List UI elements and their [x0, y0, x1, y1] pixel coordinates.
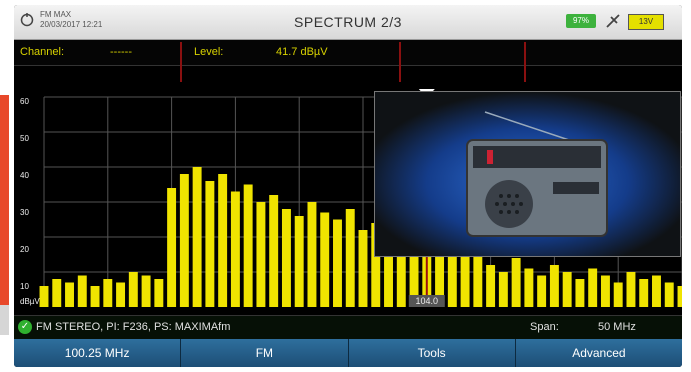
spectrum-bar	[384, 216, 393, 307]
divider	[180, 42, 182, 82]
spectrum-bar	[358, 230, 368, 307]
spectrum-bar	[588, 268, 598, 307]
band-softkey[interactable]: FM	[181, 339, 349, 367]
power-supply-indicator: 13V	[628, 14, 664, 30]
radio-icon	[375, 92, 680, 256]
spectrum-bar	[537, 275, 547, 307]
spectrum-bar	[549, 265, 559, 307]
spectrum-bar	[141, 275, 151, 307]
spectrum-bar	[77, 275, 87, 307]
spectrum-bar	[664, 282, 674, 307]
marker-label-bg	[408, 295, 445, 307]
spectrum-bar	[498, 272, 508, 307]
installation-name: FM MAX	[40, 10, 72, 19]
measurement-bar: Channel: ------ Level: 41.7 dBµV	[14, 40, 682, 82]
spectrum-bar	[473, 251, 483, 307]
plug-icon	[606, 14, 620, 28]
spectrum-bar	[600, 275, 610, 307]
radio-image-panel	[374, 91, 681, 257]
spectrum-bar	[345, 209, 355, 307]
spectrum-bar	[179, 174, 189, 307]
rds-info: FM STEREO, PI: F236, PS: MAXIMAfm	[36, 321, 231, 333]
y-tick: 10	[20, 282, 29, 291]
frequency-softkey[interactable]: 100.25 MHz	[14, 339, 182, 367]
check-icon: ✓	[18, 320, 32, 334]
divider	[399, 42, 401, 82]
spectrum-bar	[116, 282, 126, 307]
channel-label: Channel:	[20, 46, 65, 58]
spectrum-bar	[307, 202, 317, 307]
side-accent-bar-lower	[0, 305, 9, 335]
spectrum-bar	[575, 279, 585, 307]
spectrum-bar	[192, 167, 202, 307]
spectrum-bar	[39, 286, 49, 307]
spectrum-bar	[396, 237, 406, 307]
spectrum-bar	[154, 279, 164, 307]
spectrum-bar	[281, 209, 291, 307]
battery-indicator: 97%	[566, 14, 596, 28]
divider	[524, 42, 526, 82]
spectrum-bar	[128, 272, 138, 307]
spectrum-bar	[435, 209, 445, 307]
spectrum-bar	[639, 279, 649, 307]
spectrum-bar	[167, 188, 177, 307]
y-tick: 50	[20, 134, 29, 143]
title-bar: FM MAX 20/03/2017 12:21 SPECTRUM 2/3 97%…	[14, 5, 682, 40]
y-tick: 40	[20, 171, 29, 180]
home-icon[interactable]	[20, 13, 34, 27]
channel-value: ------	[110, 46, 132, 58]
rds-status-bar: ✓ FM STEREO, PI: F236, PS: MAXIMAfm Span…	[14, 315, 682, 340]
level-label: Level:	[194, 46, 224, 58]
advanced-softkey[interactable]: Advanced	[515, 339, 682, 367]
spectrum-bar	[103, 279, 113, 307]
spectrum-bar	[447, 244, 457, 307]
spectrum-bar	[294, 216, 304, 307]
spectrum-bar	[333, 219, 342, 307]
softkey-bar: 100.25 MHz FM Tools Advanced	[14, 339, 682, 367]
page-title: SPECTRUM 2/3	[294, 14, 402, 30]
spectrum-bar	[205, 181, 215, 307]
analyzer-screen: FM MAX 20/03/2017 12:21 SPECTRUM 2/3 97%…	[14, 5, 682, 367]
spectrum-bar	[90, 286, 100, 307]
spectrum-bar	[320, 212, 330, 307]
spectrum-bar	[409, 230, 419, 307]
spectrum-bar	[218, 174, 228, 307]
y-tick: 60	[20, 97, 29, 106]
spectrum-bar	[65, 282, 74, 307]
spectrum-bar	[486, 265, 496, 307]
tools-softkey[interactable]: Tools	[348, 339, 516, 367]
spectrum-bar	[652, 275, 661, 307]
y-axis-unit: dBµV	[20, 297, 40, 306]
span-value: 50 MHz	[598, 321, 636, 333]
y-tick: 30	[20, 208, 29, 217]
spectrum-bar	[243, 184, 253, 307]
spectrum-bar	[677, 286, 682, 307]
device-meta: FM MAX 20/03/2017 12:21	[40, 10, 102, 30]
spectrum-bar	[562, 272, 572, 307]
marker-frequency-label: 104.0	[416, 296, 439, 306]
spectrum-bar	[511, 258, 521, 307]
spectrum-bar	[460, 237, 470, 307]
spectrum-bar	[371, 223, 381, 307]
level-value: 41.7 dBµV	[276, 46, 328, 58]
spectrum-bar	[230, 191, 240, 307]
spectrum-bar	[256, 202, 266, 307]
spectrum-bar	[613, 282, 623, 307]
spectrum-bar	[52, 279, 62, 307]
spectrum-bar	[626, 272, 636, 307]
side-accent-bar	[0, 95, 9, 307]
span-label: Span:	[530, 321, 559, 333]
y-tick: 20	[20, 245, 29, 254]
spectrum-bar	[269, 195, 279, 307]
spectrum-bar	[524, 268, 534, 307]
date-time: 20/03/2017 12:21	[40, 20, 103, 29]
